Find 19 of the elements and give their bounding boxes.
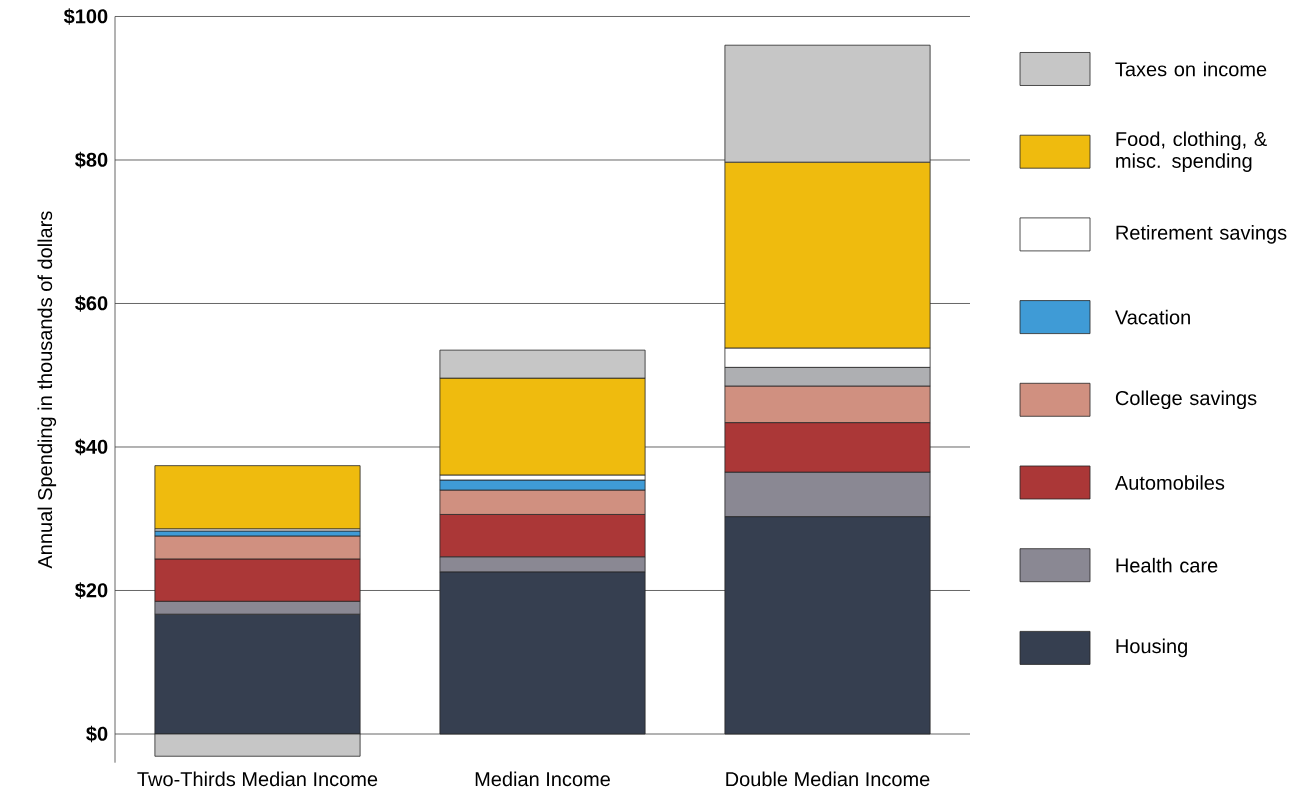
y-tick-label: $80 — [75, 151, 108, 169]
legend-label: Health care — [1116, 557, 1218, 573]
legend-label: College savings — [1115, 390, 1257, 410]
y-tick-label: $0 — [86, 725, 108, 743]
y-tick-label: $20 — [75, 582, 108, 599]
legend-label: Housing — [1116, 638, 1187, 658]
legend-label: Taxes on income — [1115, 61, 1267, 77]
legend-label: Retirement savings — [1116, 225, 1287, 244]
legend-label: Automobiles — [1114, 475, 1225, 490]
y-axis-title: Annual Spending in thousands of dollars — [37, 211, 57, 569]
x-tick-label: Two-Thirds Median Income — [137, 771, 378, 787]
y-tick-label: $40 — [75, 438, 108, 456]
y-tick-label: $60 — [75, 295, 108, 312]
legend-label: Vacation — [1114, 309, 1190, 325]
x-tick-label: Median Income — [475, 771, 610, 787]
x-tick-label: Double Median Income — [726, 771, 930, 787]
legend-label: Food, clothing, & misc. spending — [1116, 131, 1267, 172]
y-tick-label: $100 — [63, 8, 108, 25]
bar — [154, 465, 361, 530]
